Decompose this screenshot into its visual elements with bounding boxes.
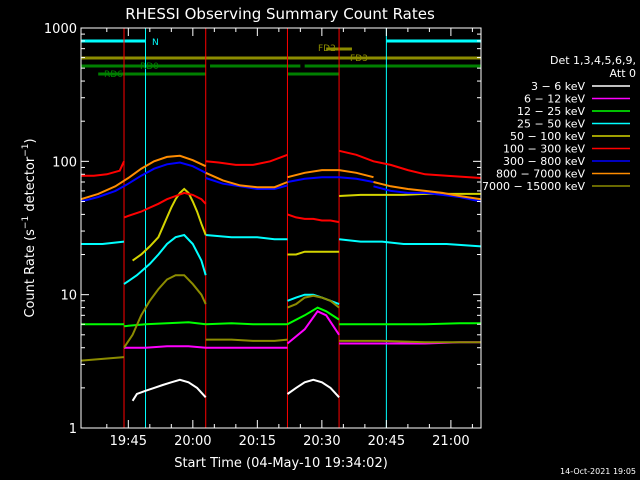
series-7000-15000-kev-segment-3: [287, 294, 340, 309]
series-100-300-kev-segment-2: [205, 153, 288, 166]
chart-title: RHESSI Observing Summary Count Rates: [125, 5, 435, 23]
flag-label-n: N: [152, 38, 159, 48]
flag-rd0-segment-1: [210, 64, 301, 68]
series-800-7000-kev-segment-2: [287, 169, 374, 179]
legend-header-detectors: Det 1,3,4,5,6,9,: [550, 54, 636, 67]
legend-label-25-50-kev: 25 − 50 keV: [517, 118, 585, 131]
y-label-main: Count Rate (s: [23, 229, 38, 318]
legend-label-12-25-kev: 12 − 25 keV: [517, 105, 585, 118]
series-7000-15000-kev-segment-0: [80, 356, 125, 362]
series-100-300-kev-segment-1: [123, 191, 207, 219]
x-tick-label-19-45: 19:45: [110, 434, 147, 449]
y-label-end: ): [23, 138, 38, 143]
x-tick-label-20-15: 20:15: [239, 434, 276, 449]
series-100-300-kev-segment-4: [338, 149, 482, 179]
flag-fd3-segment-0: [81, 56, 481, 60]
series-800-7000-kev: [80, 154, 482, 201]
series-25-50-kev-segment-1: [123, 233, 207, 285]
series-7000-15000-kev: [80, 274, 481, 362]
y-label-mid: detector: [23, 156, 38, 216]
flag-label-fd2: FD2: [318, 44, 336, 54]
legend-label-800-7000-kev: 800 − 7000 keV: [496, 168, 585, 181]
flag-n-segment-1: [386, 39, 481, 43]
y-label-exp1: −1: [21, 216, 31, 229]
flag-rd6-segment-0: [98, 72, 206, 76]
flag-label-rd0: RD0: [140, 62, 159, 72]
series-3-6-kev-segment-0: [131, 378, 207, 402]
x-tick-label-21-00: 21:00: [432, 434, 469, 449]
y-tick-label-10: 10: [60, 289, 77, 304]
series-12-25-kev-segment-1: [123, 321, 206, 328]
x-tick-label-20-30: 20:30: [303, 434, 340, 449]
x-axis-ticks: 19:45 20:00 20:15 20:30 20:45 21:00: [106, 28, 473, 449]
flag-label-fd3: FD3: [350, 54, 368, 64]
x-tick-label-20-00: 20:00: [174, 434, 211, 449]
series-7000-15000-kev-segment-4: [339, 339, 481, 344]
flag-labels: N FD2 FD3 RD0 RD6: [104, 38, 368, 80]
y-tick-label-1: 1: [69, 422, 77, 437]
flag-n-segment-0: [81, 39, 146, 43]
flag-rd0-segment-0: [81, 64, 206, 68]
series-3-6-kev-segment-1: [286, 378, 340, 398]
y-axis-ticks: 1 10 100 1000: [44, 22, 481, 437]
series-12-25-kev-segment-2: [205, 322, 288, 326]
plot-frame: [80, 27, 482, 429]
y-tick-label-1000: 1000: [44, 22, 77, 37]
series-50-100-kev-segment-0: [132, 187, 207, 262]
series-300-800-kev-segment-0: [80, 161, 207, 203]
flag-rd6-segment-1: [287, 72, 340, 76]
legend-header-attenuator: Att 0: [610, 67, 636, 80]
series-25-50-kev: [81, 233, 482, 306]
y-tick-label-100: 100: [52, 155, 77, 170]
series-100-300-kev: [81, 149, 482, 224]
legend-label-100-300-kev: 100 − 300 keV: [503, 143, 585, 156]
flag-rd0-segment-2: [304, 64, 481, 68]
series-25-50-kev-segment-2: [205, 234, 288, 241]
series-12-25-kev: [81, 306, 481, 328]
footer-date: 14-Oct-2021 19:05: [560, 467, 636, 476]
legend-label-7000-15000-kev: 7000 − 15000 keV: [482, 180, 585, 193]
series-300-800-kev-segment-2: [287, 176, 374, 183]
series-100-300-kev-segment-0: [81, 160, 125, 177]
series-25-50-kev-segment-0: [81, 240, 125, 245]
series-layer: [80, 149, 482, 402]
series-7000-15000-kev-segment-1: [123, 274, 207, 349]
series-100-300-kev-segment-3: [287, 213, 340, 224]
legend-label-6-12-kev: 6 − 12 keV: [524, 93, 585, 106]
series-12-25-kev-segment-4: [339, 322, 481, 326]
series-3-6-kev: [131, 378, 340, 402]
y-axis-label: Count Rate (s−1 detector−1): [21, 138, 38, 317]
y-label-exp2: −1: [21, 143, 31, 156]
x-tick-label-20-45: 20:45: [368, 434, 405, 449]
series-6-12-kev-segment-0: [124, 345, 206, 349]
series-12-25-kev-segment-3: [287, 306, 340, 326]
legend-label-300-800-kev: 300 − 800 keV: [503, 155, 585, 168]
series-6-12-kev-segment-2: [286, 310, 340, 345]
series-50-100-kev-segment-1: [287, 250, 340, 256]
legend-label-3-6-kev: 3 − 6 keV: [531, 80, 585, 93]
series-300-800-kev-segment-1: [205, 177, 288, 190]
legend-label-50-100-kev: 50 − 100 keV: [510, 130, 585, 143]
series-800-7000-kev-segment-1: [205, 171, 288, 189]
series-800-7000-kev-segment-0: [80, 154, 207, 201]
flag-label-rd6: RD6: [104, 70, 123, 80]
series-25-50-kev-segment-4: [338, 238, 482, 248]
x-axis-label: Start Time (04-May-10 19:34:02): [174, 456, 388, 471]
series-800-7000-kev-segment-3: [373, 181, 482, 201]
series-7000-15000-kev-segment-2: [205, 338, 288, 342]
